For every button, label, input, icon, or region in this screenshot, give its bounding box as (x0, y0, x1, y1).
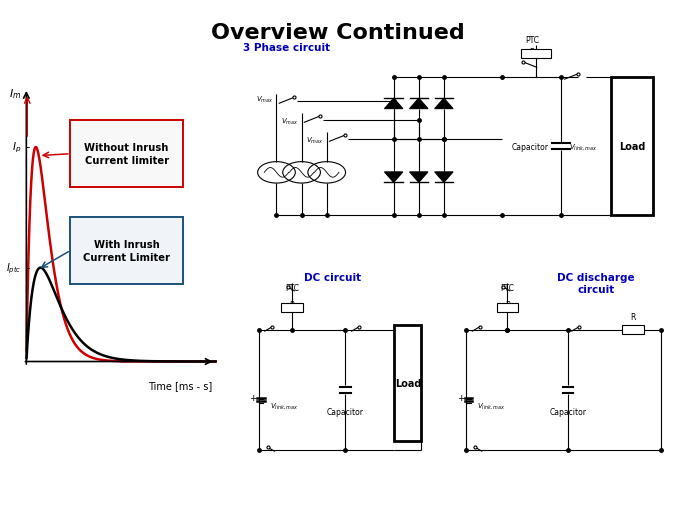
Polygon shape (435, 99, 453, 110)
Polygon shape (410, 99, 428, 110)
Text: $V_{link,max}$: $V_{link,max}$ (570, 142, 598, 152)
Text: +: + (249, 393, 256, 402)
Text: $I_p$: $I_p$ (12, 140, 22, 155)
Text: R: R (505, 301, 510, 310)
Text: Capacitor: Capacitor (512, 142, 549, 152)
Text: $V_{link,max}$: $V_{link,max}$ (270, 400, 298, 411)
Bar (622, 325, 643, 334)
Polygon shape (435, 173, 453, 183)
Text: With Inrush
Current Limiter: With Inrush Current Limiter (83, 239, 170, 262)
Text: $V_{max}$: $V_{max}$ (256, 95, 273, 105)
Text: PTC: PTC (500, 283, 514, 292)
Bar (394, 325, 421, 441)
Text: Load: Load (619, 142, 645, 152)
FancyBboxPatch shape (70, 121, 184, 188)
Text: $I_m$: $I_m$ (9, 87, 22, 101)
Text: R: R (290, 301, 295, 310)
Text: 3 Phase circuit: 3 Phase circuit (243, 42, 330, 53)
Bar (612, 78, 653, 216)
Text: Overview Continued: Overview Continued (211, 23, 464, 43)
Text: Capacitor: Capacitor (327, 408, 364, 417)
Text: DC discharge
circuit: DC discharge circuit (558, 272, 635, 294)
Text: Without Inrush
Current limiter: Without Inrush Current limiter (84, 143, 169, 166)
Text: Time [ms - s]: Time [ms - s] (148, 381, 212, 390)
Polygon shape (385, 99, 403, 110)
Polygon shape (385, 173, 403, 183)
Bar (281, 303, 303, 312)
Text: PTC: PTC (524, 36, 539, 45)
Text: R: R (630, 312, 635, 321)
Text: PTC: PTC (285, 283, 299, 292)
Bar (497, 303, 518, 312)
Text: $V_{max}$: $V_{max}$ (306, 135, 323, 145)
Text: $V_{link,max}$: $V_{link,max}$ (477, 400, 506, 411)
Bar (521, 49, 551, 59)
Text: R: R (529, 48, 535, 57)
Text: Load: Load (395, 378, 421, 388)
Text: $V_{max}$: $V_{max}$ (281, 116, 298, 126)
Text: +: + (457, 393, 465, 402)
Text: DC circuit: DC circuit (304, 272, 360, 282)
Text: $I_{ptc}$: $I_{ptc}$ (6, 261, 22, 275)
Polygon shape (410, 173, 428, 183)
Text: Capacitor: Capacitor (549, 408, 587, 417)
FancyBboxPatch shape (70, 217, 184, 284)
